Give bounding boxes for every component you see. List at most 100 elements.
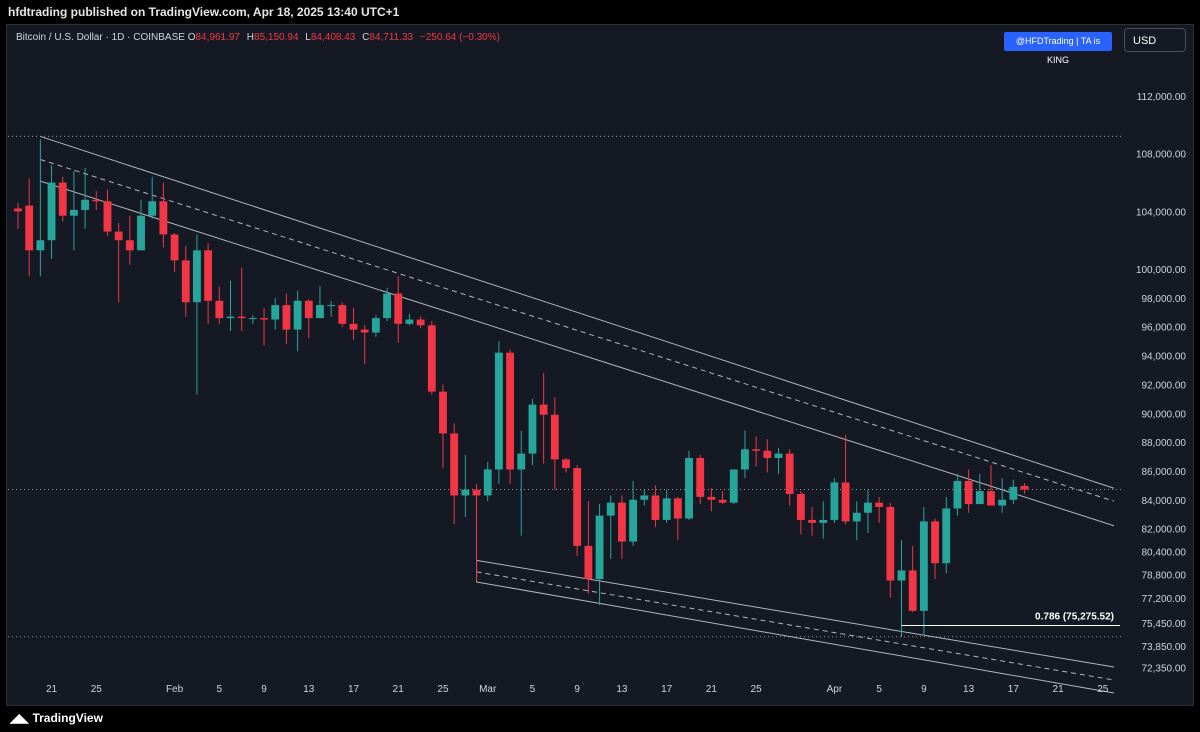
candle-body [975,491,984,505]
candle-body [908,570,917,611]
fib-level: 0.786 (75,275.52) [901,612,1120,627]
candle-body [573,468,582,546]
candle-body [494,352,503,470]
candle-body [673,498,682,519]
y-tick-label: 100,000.00 [1136,265,1186,276]
candle-body [852,512,861,522]
horizontal-levels [8,135,1124,638]
candle-body [550,414,559,460]
symbol-legend: Bitcoin / U.S. Dollar · 1D · COINBASE O 8… [16,32,504,43]
candle-body [282,305,291,330]
candle-body [450,433,459,496]
candle-body [785,453,794,494]
candle-body [271,305,280,320]
y-tick-label: 72,350.00 [1142,664,1187,675]
tradingview-logo[interactable]: ◢◣ TradingView [10,711,103,725]
x-tick-label: 21 [1053,684,1065,695]
candle-body [931,521,939,564]
open-key: O [187,32,196,43]
currency-button[interactable]: USD [1124,28,1186,52]
candle-body [841,482,850,522]
low-key: L [305,32,311,43]
candle-body [14,208,22,212]
candle-body [148,201,157,216]
y-tick-label: 98,000.00 [1142,294,1187,305]
candle-body [193,250,201,303]
y-tick-label: 92,000.00 [1142,380,1187,391]
x-tick-label: 21 [46,684,58,695]
author-watermark: @HFDTrading | TA is KING [1004,32,1112,65]
candle-body [293,300,302,330]
trendline-lower-channel-bottom [476,581,1115,694]
candle-body [103,201,112,232]
candle-body [181,260,190,303]
candle-body [304,300,313,319]
x-tick-label: 25 [751,684,763,695]
trendline-upper-channel-top [40,135,1115,489]
candle-body [472,489,481,496]
candle-body [964,481,973,505]
candle-body [371,318,380,333]
candle-body [461,489,470,496]
candle-body [707,496,716,500]
footer-bar [0,706,1200,732]
candle-body [204,250,213,301]
candle-body [629,499,638,542]
y-tick-label: 104,000.00 [1136,207,1186,218]
candle-body [942,508,951,564]
candle-body [729,469,738,503]
candle-body [81,199,90,210]
symbol-name: Bitcoin / U.S. Dollar · 1D · COINBASE [16,32,185,43]
top-bar: hfdtrading published on TradingView.com,… [0,0,1200,24]
candle-body [36,240,45,251]
candle-body [886,506,895,581]
y-tick-label: 82,000.00 [1142,525,1187,536]
x-tick-label: 9 [261,684,267,695]
y-tick-label: 78,800.00 [1142,571,1187,582]
candle-body [394,293,403,324]
candle-body [998,499,1007,506]
x-tick-label: 17 [661,684,673,695]
change-value: −250.64 (−0.30%) [419,32,500,43]
candle-body [584,545,593,580]
candle-body [808,519,816,523]
candle-body [137,215,145,251]
candle-body [237,316,246,319]
candle-body [528,404,537,454]
y-tick-label: 108,000.00 [1136,150,1186,161]
x-tick-label: 17 [348,684,360,695]
candle-body [864,502,872,513]
candle-body [562,459,570,469]
candle-body [685,457,693,519]
x-tick-label: 5 [876,684,882,695]
candle-body [159,201,168,235]
candle-body [226,316,235,319]
x-tick-label: 9 [921,684,927,695]
time-axis: 21 25 Feb 5 9 13 17 21 25 Mar 5 9 13 17 21 25 Apr 5 9 13 17 2… [46,684,1109,695]
candle-body [774,453,783,458]
candle-body [640,495,649,500]
y-tick-label: 96,000.00 [1142,323,1187,334]
candle-body [618,502,626,542]
x-tick-label: 9 [574,684,580,695]
y-tick-label: 75,450.00 [1142,619,1187,630]
x-tick-label: 25 [437,684,449,695]
high-value: 85,150.94 [254,32,299,43]
candle-body [953,481,962,509]
trendline-lower-channel-top [476,559,1115,668]
candle-body [595,515,604,580]
x-tick-label: 21 [706,684,718,695]
candle-body [483,469,492,496]
candle-body [383,293,391,319]
candle-body [1009,486,1018,500]
fib-label: 0.786 (75,275.52) [1035,612,1114,623]
candle-body [517,453,526,470]
candle-body [170,234,179,261]
y-tick-label: 86,000.00 [1142,467,1187,478]
candle-body [539,404,548,415]
candle-body [215,300,224,319]
candle-body [70,209,78,216]
trendlines [40,135,1115,694]
candle-body [718,499,727,503]
